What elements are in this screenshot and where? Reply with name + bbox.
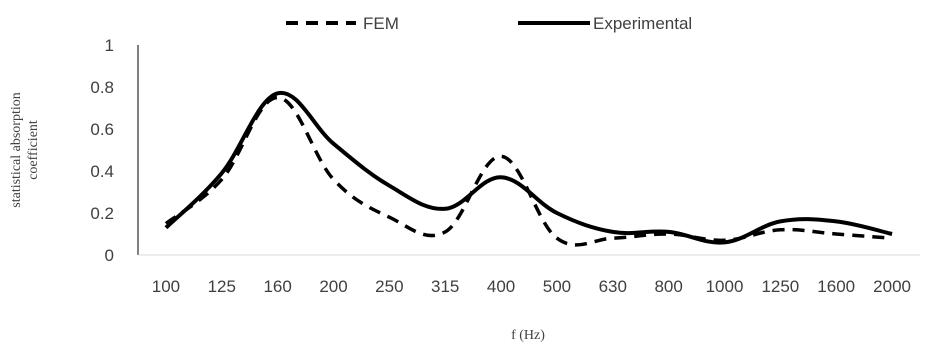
legend-item-experimental: Experimental <box>518 14 692 33</box>
legend-item-fem: FEM <box>286 14 399 33</box>
x-tick-label: 200 <box>319 277 347 296</box>
x-tick-label: 125 <box>208 277 236 296</box>
legend-label-fem: FEM <box>363 14 399 33</box>
x-tick-label: 315 <box>431 277 459 296</box>
legend-label-experimental: Experimental <box>593 14 692 33</box>
x-tick-labels: 100 125 160 200 250 315 400 500 630 800 1000 1250 16… <box>152 277 911 296</box>
x-tick-label: 250 <box>375 277 403 296</box>
x-tick-label: 630 <box>599 277 627 296</box>
x-axis-title: f (Hz) <box>511 328 545 343</box>
y-tick-label: 0.2 <box>90 204 114 223</box>
x-tick-label: 1250 <box>761 277 799 296</box>
x-tick-label: 1000 <box>706 277 744 296</box>
y-tick-label: 1 <box>105 36 114 55</box>
y-axis-title-line-1: statistical absorption <box>9 92 24 207</box>
x-tick-label: 160 <box>263 277 291 296</box>
x-tick-label: 1600 <box>817 277 855 296</box>
y-tick-label: 0.6 <box>90 120 114 139</box>
y-tick-labels: 0 0.2 0.4 0.6 0.8 1 <box>90 36 114 265</box>
series-line-fem <box>164 95 893 247</box>
y-tick-label: 0 <box>105 246 114 265</box>
x-tick-label: 2000 <box>873 277 911 296</box>
x-tick-label: 100 <box>152 277 180 296</box>
x-tick-label: 800 <box>654 277 682 296</box>
x-tick-label: 500 <box>543 277 571 296</box>
y-tick-label: 0.8 <box>90 78 114 97</box>
legend: FEM Experimental <box>286 14 692 33</box>
series-line-experimental <box>164 90 893 245</box>
y-axis-title: statistical absorption coefficient <box>9 92 41 207</box>
y-axis-title-line-2: coefficient <box>26 120 41 180</box>
series-layer <box>164 90 893 247</box>
y-tick-label: 0.4 <box>90 162 114 181</box>
x-tick-label: 400 <box>487 277 515 296</box>
